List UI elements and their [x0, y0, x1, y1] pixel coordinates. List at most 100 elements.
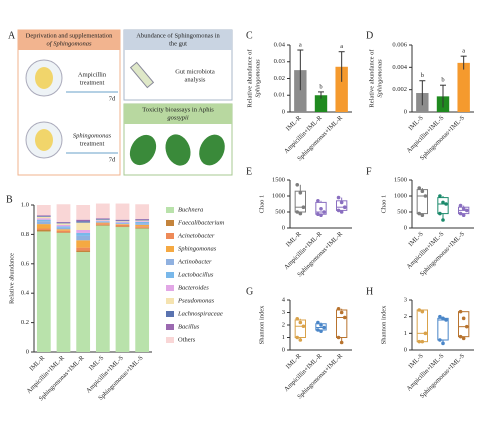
point [423, 194, 428, 198]
bar-segment [36, 231, 51, 352]
bar-segment [95, 218, 110, 219]
y-axis-label: Sphingomonas [376, 59, 383, 98]
point [336, 335, 341, 340]
bar-segment [56, 221, 71, 223]
panel-label: G [246, 286, 253, 297]
x-tick-label: IML-R [285, 114, 303, 132]
significance-letter: b [319, 83, 322, 90]
bar-segment [36, 215, 51, 217]
point [441, 316, 445, 321]
legend-swatch [166, 337, 174, 343]
panel-label: E [246, 166, 252, 177]
point [339, 200, 344, 205]
x-tick-label: Ampicillin+IML-S [405, 114, 445, 154]
panel-label: D [366, 30, 373, 41]
point [301, 324, 306, 329]
point [458, 211, 463, 216]
point [438, 211, 442, 216]
box-header [18, 30, 120, 50]
y-axis-label: Chao 1 [258, 195, 265, 214]
legend-label: Others [178, 336, 196, 343]
bar-segment [76, 250, 91, 253]
box [416, 309, 428, 343]
box [336, 309, 348, 338]
aphid [35, 67, 53, 89]
panel-label: B [6, 194, 13, 205]
bar-segment [135, 226, 150, 228]
box-title: Abundance of Sphingomonas in [136, 32, 220, 39]
point [461, 316, 466, 321]
bar-segment [115, 223, 130, 225]
bar-segment [76, 232, 91, 236]
bar-segment [135, 224, 150, 227]
y-tick-label: 1500 [394, 176, 407, 183]
point [322, 210, 326, 214]
leaves [129, 134, 225, 166]
bar-segment [115, 220, 130, 222]
analysis-label: analysis [185, 76, 206, 83]
panel-label: C [246, 30, 253, 41]
bar-segment [36, 219, 51, 222]
point [295, 183, 300, 187]
point [298, 211, 303, 216]
point [298, 320, 303, 325]
box [437, 197, 449, 215]
significance-letter: b [441, 77, 444, 84]
box-header [124, 104, 232, 124]
bar-segment [115, 219, 130, 221]
legend-label: Bacteroides [178, 284, 209, 291]
y-tick-label: 1000 [394, 192, 407, 199]
y-tick-label: 1 [282, 334, 285, 341]
treatment-label: Ampicillin [78, 71, 107, 78]
point [441, 200, 445, 205]
y-axis-label: Relative abundance of [246, 49, 253, 108]
legend-label: Faecalibacterium [177, 219, 225, 226]
y-tick-label: 0 [404, 346, 407, 353]
y-tick-label: 500 [275, 208, 285, 215]
bar-segment [115, 203, 130, 220]
point [316, 328, 320, 332]
point [458, 334, 463, 339]
point [420, 309, 425, 314]
y-tick-label: 0.6 [21, 260, 30, 267]
bar-segment [115, 227, 130, 352]
box-title: gossypii [167, 114, 189, 121]
point [316, 212, 320, 217]
point [461, 336, 466, 341]
point [339, 310, 344, 315]
legend-swatch [166, 285, 174, 291]
bar-segment [95, 221, 110, 222]
bar-segment [95, 219, 110, 221]
box-title: the gut [169, 40, 187, 47]
point [438, 338, 442, 342]
point [339, 340, 344, 345]
bar-segment [135, 227, 150, 229]
bar-segment [56, 230, 71, 233]
point [295, 316, 300, 321]
y-tick-label: 1 [404, 330, 407, 337]
point [339, 210, 344, 214]
y-tick-label: 0.02 [274, 75, 285, 82]
x-tick-label: IML-R [285, 230, 303, 248]
legend-label: Acinetobacter [177, 232, 215, 239]
significance-letter: a [340, 43, 343, 50]
point [464, 208, 469, 213]
panel-label: A [8, 30, 16, 41]
point [322, 325, 326, 330]
significance-letter: a [462, 48, 465, 55]
y-tick-label: 1500 [272, 176, 285, 183]
panel-label: H [366, 286, 373, 297]
bar-segment [36, 216, 51, 217]
y-tick-label: 2 [404, 313, 407, 320]
point [342, 315, 347, 320]
point [298, 191, 303, 195]
days-label: 7d [109, 95, 116, 102]
y-axis-label: Sphingomonas [254, 59, 261, 98]
bar-segment [56, 232, 71, 233]
legend-swatch [166, 298, 174, 304]
bar-segment [76, 221, 91, 223]
point [342, 205, 347, 209]
y-tick-label: 3 [404, 296, 407, 303]
legend-label: Bacillus [178, 323, 200, 330]
bar-segment [56, 232, 71, 352]
